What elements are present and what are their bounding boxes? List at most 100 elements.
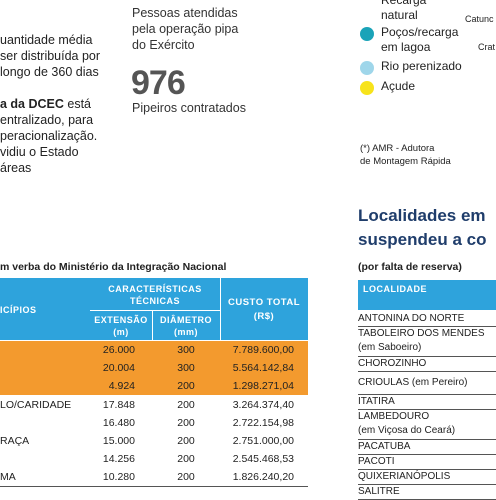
table-header	[0, 278, 308, 340]
footnote: (*) AMR - Adutora	[360, 143, 435, 154]
municipio: LO/CARIDADE	[0, 398, 72, 411]
header-rule	[220, 278, 221, 340]
header-label: (mm)	[174, 327, 198, 337]
extensao: 14.256	[102, 453, 135, 466]
diametro: 200	[177, 398, 195, 411]
legend-dot	[360, 61, 374, 75]
body-text: a da DCEC está	[0, 96, 91, 112]
body-text: longo de 360 dias	[0, 65, 99, 79]
bold-text: a da DCEC	[0, 97, 64, 111]
body-text: áreas	[0, 161, 32, 175]
locality-name: TABOLEIRO DOS MENDES	[358, 328, 485, 339]
legend-label: natural	[381, 8, 418, 22]
legend-label: em lagoa	[381, 40, 431, 54]
extensao: 4.924	[108, 380, 135, 393]
custo: 2.722.154,98	[232, 416, 294, 429]
table-row: 14.256 200 2.545.468,53	[0, 450, 308, 470]
locality-row: LAMBEDOURO (em Viçosa do Ceará)	[358, 410, 496, 440]
header-label: CARACTERÍSTICAS	[108, 284, 202, 294]
stat-label: pela operação pipa	[132, 22, 239, 36]
custo: 1.826.240,20	[232, 471, 294, 484]
stat-value: 976	[131, 64, 186, 102]
body-text: entralizado, para	[0, 113, 94, 127]
header-label: EXTENSÃO	[94, 315, 148, 325]
locality-name: CRIOULAS (em Pereiro)	[358, 377, 468, 388]
extensao: 10.280	[102, 471, 135, 484]
table-row: 16.480 200 2.722.154,98	[0, 413, 308, 433]
locality-name: PACATUBA	[358, 441, 411, 452]
custo: 3.264.374,40	[232, 398, 294, 411]
locality-name: ITATIRA	[358, 396, 395, 407]
diametro: 300	[177, 344, 195, 356]
header-rule	[90, 310, 220, 311]
locality-name: (em Viçosa do Ceará)	[358, 425, 456, 436]
legend-dot	[360, 27, 374, 41]
diametro: 200	[177, 416, 195, 429]
locality-row: PACOTI	[358, 455, 496, 470]
locality-row: TABOLEIRO DOS MENDES (em Saboeiro)	[358, 327, 496, 357]
stat-label: Pessoas atendidas	[132, 6, 238, 20]
locality-name: CHOROZINHO	[358, 358, 427, 369]
municipio: RAÇA	[0, 435, 30, 447]
table-row: MA 10.280 200 1.826.240,20	[0, 468, 308, 488]
custo: 1.298.271,04	[232, 380, 294, 393]
footnote: de Montagem Rápida	[360, 156, 451, 167]
body-text: vidiu o Estado	[0, 145, 79, 159]
extensao: 15.000	[102, 435, 135, 447]
locality-name: PACOTI	[358, 456, 395, 467]
table-header	[358, 280, 496, 310]
extensao: 17.848	[102, 398, 135, 411]
table-row: LO/CARIDADE 17.848 200 3.264.374,40	[0, 395, 308, 415]
section-title: Localidades em	[358, 206, 486, 225]
locality-name: QUIXERIANÓPOLIS	[358, 471, 451, 482]
diametro: 200	[177, 380, 195, 393]
table-row: 20.004 300 5.564.142,84	[0, 359, 308, 379]
custo: 2.545.468,53	[232, 453, 294, 466]
header-label: TÉCNICAS	[129, 296, 180, 306]
body-text: peracionalização.	[0, 129, 98, 143]
legend-label: Recarga	[381, 0, 427, 7]
header-label: (R$)	[253, 311, 275, 322]
diametro: 200	[177, 471, 195, 484]
header-label: LOCALIDADE	[363, 284, 427, 294]
table-title: m verba do Ministério da Integração Naci…	[0, 261, 227, 273]
header-label: (m)	[113, 327, 129, 337]
extensao: 20.004	[102, 362, 135, 375]
locality-name: SALITRE	[358, 486, 400, 497]
legend-label: Açude	[381, 79, 416, 93]
custo: 7.789.600,00	[232, 344, 294, 356]
locality-row: QUIXERIANÓPOLIS	[358, 470, 496, 485]
stat-label: do Exército	[132, 38, 195, 52]
stat-label: Pipeiros contratados	[132, 101, 246, 115]
map-label: Crat	[478, 42, 496, 52]
header-label: ICÍPIOS	[0, 305, 37, 315]
locality-row: ITATIRA	[358, 395, 496, 410]
locality-name: (em Saboeiro)	[358, 342, 422, 353]
body-text: ser distribuída por	[0, 49, 101, 63]
header-rule	[152, 310, 153, 340]
table-row: 26.000 300 7.789.600,00	[0, 341, 308, 360]
extensao: 16.480	[102, 416, 135, 429]
section-subtitle: (por falta de reserva)	[358, 261, 462, 273]
legend-label: Poços/recarga	[381, 25, 459, 39]
diametro: 200	[177, 453, 195, 466]
legend-label: Rio perenizado	[381, 59, 462, 73]
locality-row: PACATUBA	[358, 440, 496, 455]
legend-dot	[360, 81, 374, 95]
diametro: 200	[177, 435, 195, 447]
locality-row: CRIOULAS (em Pereiro)	[358, 372, 496, 395]
municipio: MA	[0, 471, 16, 484]
extensao: 26.000	[102, 344, 135, 356]
section-title: suspendeu a co	[358, 230, 487, 249]
header-label: CUSTO TOTAL	[228, 297, 300, 308]
body-text: está	[63, 97, 92, 111]
header-label: DIÂMETRO	[160, 315, 212, 325]
table-row: RAÇA 15.000 200 2.751.000,00	[0, 432, 308, 451]
custo: 2.751.000,00	[232, 435, 294, 447]
diametro: 300	[177, 362, 195, 375]
body-text: uantidade média	[0, 33, 93, 47]
custo: 5.564.142,84	[232, 362, 294, 375]
table-row: 4.924 200 1.298.271,04	[0, 377, 308, 397]
locality-name: ANTONINA DO NORTE	[358, 313, 465, 324]
